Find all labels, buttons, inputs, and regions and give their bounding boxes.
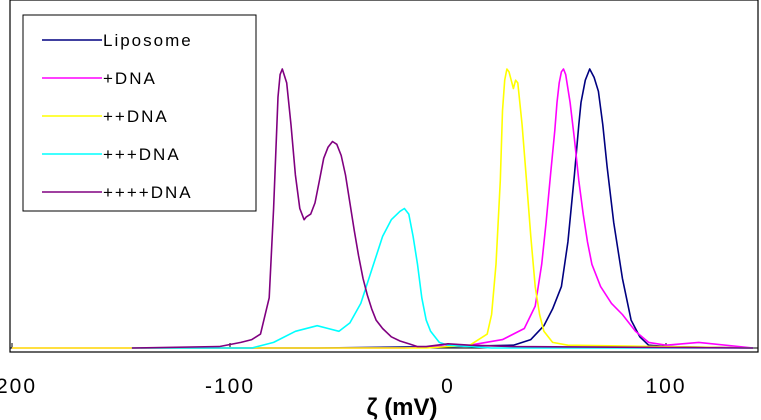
legend-label: Liposome [103,31,193,50]
legend-label: +DNA [103,69,157,88]
legend-label: ++++DNA [103,183,193,202]
series-line-plusplusdna [12,68,754,349]
plot-frame [9,0,759,353]
series-line-liposome [140,68,754,349]
x-tick-label: -200 [0,375,37,398]
x-tick-label: 100 [645,375,686,398]
series-line-plusplusplusplusdna [131,68,754,349]
x-axis-title: ζ (mV) [366,394,437,420]
series-line-plusdna [12,68,754,349]
series-line-plusplusplusdna [131,207,754,349]
x-tick-labels: -200 -100 0 100 [0,375,686,398]
legend-box [22,14,257,212]
x-tick-label: 0 [441,375,455,398]
legend-items: Liposome +DNA ++DNA +++DNA ++++DNA [42,31,193,202]
legend: Liposome +DNA ++DNA +++DNA ++++DNA [22,14,257,212]
legend-label: ++DNA [103,107,169,126]
legend-label: +++DNA [103,145,181,164]
x-tick-label: -100 [205,375,255,398]
series-layer [12,68,754,349]
